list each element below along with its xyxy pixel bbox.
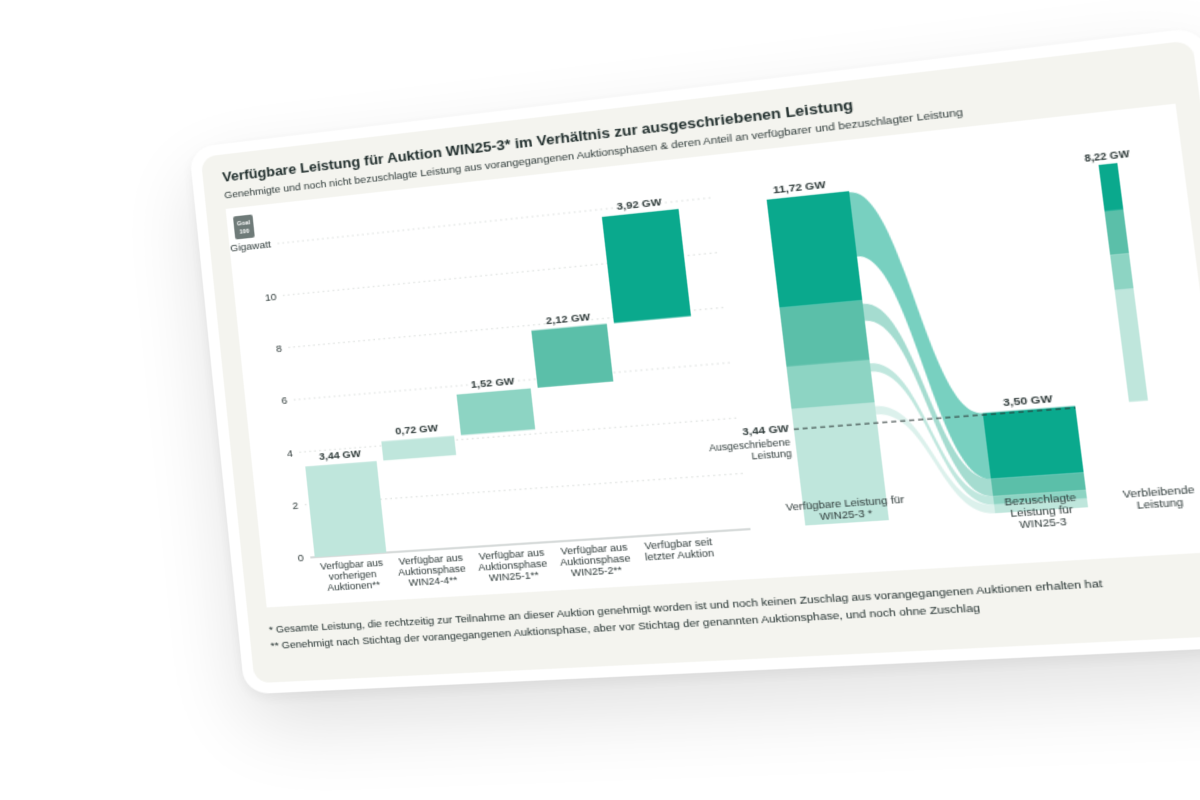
chart-card: Verfügbare Leistung für Auktion WIN25-3*… <box>189 27 1200 695</box>
y-tick-label: 2 <box>292 501 299 513</box>
y-tick-label: 4 <box>286 448 293 460</box>
awarded-value-label: 3,50 GW <box>1002 393 1054 409</box>
y-tick-label: 10 <box>264 292 277 304</box>
waterfall-bar <box>457 388 536 435</box>
y-tick-label: 6 <box>281 396 288 408</box>
bar-value-label: 2,12 GW <box>545 311 591 327</box>
total-bar-segment <box>779 300 869 366</box>
x-category-label-line: WIN25-2** <box>571 565 623 579</box>
y-tick-label: 12 Gigawatt <box>226 240 272 257</box>
total-value-label: 11,72 GW <box>772 179 827 196</box>
x-category-label: Verfügbar ausAuktionsphaseWIN25-1** <box>477 547 549 584</box>
x-category-label: Verfügbar ausAuktionsphaseWIN25-2** <box>558 542 632 579</box>
x-category-label: Verfügbar seitletzter Auktion <box>643 536 714 562</box>
bar-value-label: 3,92 GW <box>616 197 663 213</box>
waterfall-bar <box>305 461 386 557</box>
bar-value-label: 3,44 GW <box>319 449 363 464</box>
total-bar-segment <box>786 360 874 409</box>
remaining-bar-segment <box>1099 163 1124 211</box>
x-category-label-line: Leistung <box>1136 497 1184 511</box>
x-category-label: BezuschlagteLeistung fürWIN25-3 <box>1004 492 1080 531</box>
tender-label-line: Leistung <box>751 448 792 462</box>
waterfall-bar <box>602 209 691 323</box>
remaining-bar-segment <box>1105 210 1129 256</box>
remaining-bar-segment <box>1115 289 1148 402</box>
awarded-bar-segment <box>983 406 1084 479</box>
remaining-value-label: 8,22 GW <box>1084 148 1131 164</box>
x-category-label: VerbleibendeLeistung <box>1122 484 1197 512</box>
y-tick-label: 8 <box>276 344 283 356</box>
x-category-label-line: WIN24-4** <box>408 575 458 588</box>
waterfall-bar <box>531 324 613 388</box>
x-category-label: Verfügbar ausAuktionsphaseWIN24-4** <box>396 552 467 588</box>
tender-label: AusgeschriebeneLeistung <box>709 437 793 465</box>
x-category-label-line: WIN25-3 <box>1019 516 1068 530</box>
bar-value-label: 1,52 GW <box>470 376 515 391</box>
x-category-label: Verfügbar ausvorherigenAuktionen** <box>320 557 386 593</box>
remaining-bar-segment <box>1110 253 1133 290</box>
waterfall-bar <box>381 436 456 461</box>
x-category-label-line: Auktionen** <box>327 579 381 593</box>
y-tick-label: 0 <box>297 553 305 565</box>
total-bar-segment <box>767 191 863 308</box>
bar-value-label: 0,72 GW <box>395 423 439 438</box>
goal100-logo-text: 100 <box>239 229 250 236</box>
x-category-label-line: WIN25-1** <box>489 570 540 584</box>
